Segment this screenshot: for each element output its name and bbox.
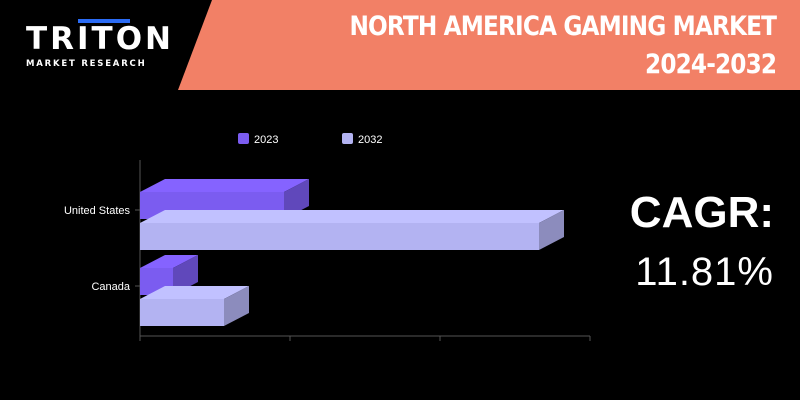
legend-label-2032: 2032 — [358, 134, 383, 146]
legend-item-2023: 2023 — [238, 133, 278, 147]
bar-chart: United States Canada — [64, 160, 591, 341]
bar-top-face — [140, 286, 249, 299]
cagr-label: CAGR: — [629, 188, 774, 237]
bar-front-face — [140, 223, 539, 250]
bar-front-face — [140, 299, 224, 326]
bar-top-face — [140, 179, 309, 192]
legend-item-2032: 2032 — [342, 133, 382, 147]
legend-label-2023: 2023 — [254, 134, 279, 146]
cagr-value: 11.81% — [635, 250, 774, 294]
bar-canada-2032 — [140, 286, 249, 326]
bar-end-face — [539, 210, 564, 250]
bar-end-face — [173, 255, 198, 295]
logo-accent-bar — [78, 19, 130, 23]
bar-canada-2023 — [140, 255, 198, 295]
banner-shape — [178, 0, 800, 90]
title-line-2: 2024-2032 — [644, 49, 777, 80]
bar-top-face — [140, 255, 198, 268]
bar-top-face — [140, 210, 564, 223]
category-label: United States — [64, 205, 131, 217]
category-label: Canada — [91, 281, 130, 293]
legend-swatch-2032 — [342, 133, 353, 144]
bar-end-face — [284, 179, 309, 219]
title-line-1: NORTH AMERICA GAMING MARKET — [349, 11, 777, 42]
bar-united-states-2032 — [140, 210, 564, 250]
page-title: NORTH AMERICA GAMING MARKET 2024-2032 — [349, 8, 777, 84]
brand-logo: TRITON MARKET RESEARCH — [26, 19, 176, 72]
legend-swatch-2023 — [238, 133, 249, 144]
logo-text: TRITON — [26, 21, 174, 57]
logo-subtext: MARKET RESEARCH — [26, 59, 147, 69]
bar-end-face — [224, 286, 249, 326]
header-banner: NORTH AMERICA GAMING MARKET 2024-2032 — [0, 0, 800, 90]
